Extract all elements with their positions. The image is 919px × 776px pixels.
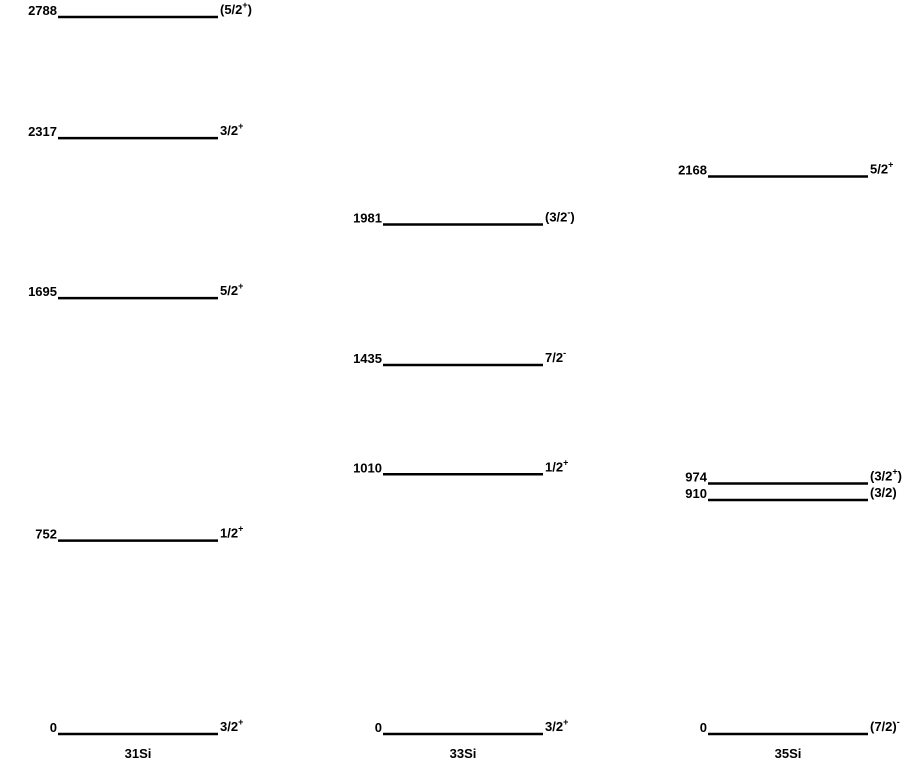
parity: +: [563, 457, 568, 467]
energy-label: 1435: [353, 351, 382, 366]
spin-text: 7/2: [545, 350, 563, 365]
spin-label: 1/2+: [545, 457, 568, 474]
spin-label: 3/2+: [220, 121, 243, 138]
energy-label: 0: [700, 720, 707, 735]
parity: +: [892, 467, 897, 477]
parity: +: [238, 717, 243, 727]
energy-label: 974: [685, 470, 707, 485]
parity: +: [238, 121, 243, 131]
parity: +: [238, 524, 243, 534]
energy-label: 2788: [28, 3, 57, 18]
parity: +: [242, 0, 247, 10]
spin-label: 5/2+: [220, 281, 243, 298]
nucleus-name: 35Si: [775, 746, 802, 761]
energy-label: 2168: [678, 162, 707, 177]
spin-label: 5/2+: [870, 159, 893, 176]
parity: +: [238, 281, 243, 291]
parity: -: [567, 208, 570, 218]
spin-label: 1/2+: [220, 524, 243, 541]
spin-text: 5/2: [220, 283, 238, 298]
parity: +: [563, 717, 568, 727]
spin-text: 1/2: [545, 459, 563, 474]
energy-label: 0: [375, 720, 382, 735]
spin-text: (3/2: [870, 469, 892, 484]
spin-text: (3/2: [545, 210, 567, 225]
energy-label: 0: [50, 720, 57, 735]
spin-label: (3/2-): [545, 208, 575, 225]
spin-text: (5/2: [220, 2, 242, 17]
spin-label: 3/2+: [220, 717, 243, 734]
spin-close: ): [898, 469, 902, 484]
spin-text: 3/2: [220, 123, 238, 138]
parity: -: [563, 348, 566, 358]
spin-close: ): [248, 2, 252, 17]
spin-label: (5/2+): [220, 0, 252, 17]
spin-label: (3/2): [870, 485, 897, 500]
parity: -: [897, 717, 900, 727]
spin-text: (7/2): [870, 719, 897, 734]
spin-text: 3/2: [220, 719, 238, 734]
spin-label: (7/2)-: [870, 717, 900, 734]
spin-label: (3/2+): [870, 467, 902, 484]
nucleus-name: 33Si: [450, 746, 477, 761]
spin-text: 1/2: [220, 526, 238, 541]
spin-text: (3/2): [870, 485, 897, 500]
energy-label: 1010: [353, 460, 382, 475]
energy-label: 910: [685, 486, 707, 501]
spin-label: 7/2-: [545, 348, 566, 365]
parity: +: [888, 159, 893, 169]
energy-label: 752: [35, 527, 57, 542]
energy-label: 2317: [28, 124, 57, 139]
nucleus-name: 31Si: [125, 746, 152, 761]
spin-label: 3/2+: [545, 717, 568, 734]
spin-close: ): [570, 210, 574, 225]
spin-text: 5/2: [870, 161, 888, 176]
energy-label: 1695: [28, 284, 57, 299]
spin-text: 3/2: [545, 719, 563, 734]
energy-label: 1981: [353, 211, 382, 226]
